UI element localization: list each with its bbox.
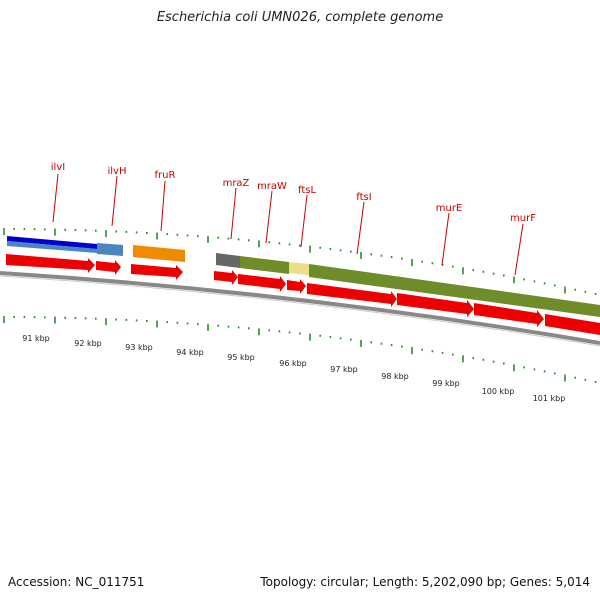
position-label: 99 kbp	[432, 379, 460, 388]
accession-text: Accession: NC_011751	[8, 575, 145, 589]
ilvI-bar-lower[interactable]	[7, 241, 97, 253]
gene-label[interactable]: ftsI	[356, 192, 371, 203]
cds-arrow[interactable]	[287, 279, 306, 294]
gene-label-leaders	[52, 173, 524, 276]
upper-tick-row	[3, 228, 597, 295]
cds-arrow[interactable]	[397, 293, 474, 317]
gene-label[interactable]: ftsL	[298, 185, 316, 196]
fruR-bar[interactable]	[133, 245, 185, 262]
gene-label[interactable]: murE	[436, 203, 463, 214]
position-labels: 91 kbp 92 kbp 93 kbp 94 kbp 95 kbp 96 kb…	[22, 334, 565, 403]
genome-summary-text: Topology: circular; Length: 5,202,090 bp…	[260, 575, 590, 589]
gene-label[interactable]: fruR	[155, 170, 176, 181]
gene-labels: ilvI ilvH fruR mraZ mraW ftsL ftsI murE …	[51, 162, 536, 224]
gene-label[interactable]: ilvI	[51, 162, 65, 173]
feature-bars	[7, 236, 600, 317]
cds-arrow[interactable]	[238, 274, 286, 292]
ftsL-bar[interactable]	[289, 262, 309, 275]
genome-backbone-shadow	[0, 275, 600, 347]
genome-backbone	[0, 271, 600, 345]
cds-arrow[interactable]	[214, 270, 238, 285]
gene-label[interactable]: mraZ	[223, 178, 250, 189]
position-label: 94 kbp	[176, 348, 204, 357]
position-label: 97 kbp	[330, 365, 358, 374]
cds-arrow[interactable]	[96, 260, 121, 275]
position-label: 91 kbp	[22, 334, 50, 343]
map-title: Escherichia coli UMN026, complete genome	[156, 10, 444, 25]
position-label: 100 kbp	[482, 387, 515, 396]
mraZ-bar[interactable]	[216, 253, 240, 268]
lower-tick-row	[3, 316, 597, 383]
operon-bar[interactable]	[309, 264, 600, 317]
cds-arrow[interactable]	[6, 254, 95, 273]
gene-label[interactable]: ilvH	[108, 166, 127, 177]
position-label: 92 kbp	[74, 339, 102, 348]
mraW-bar[interactable]	[240, 256, 289, 274]
ilvH-bar[interactable]	[97, 243, 123, 256]
cds-arrow[interactable]	[307, 283, 397, 307]
ilvI-bar[interactable]	[7, 236, 97, 249]
cds-arrow[interactable]	[545, 314, 600, 335]
position-label: 96 kbp	[279, 359, 307, 368]
position-label: 93 kbp	[125, 343, 153, 352]
gene-label[interactable]: mraW	[257, 181, 287, 192]
cds-arrow[interactable]	[131, 264, 183, 280]
cds-arrow[interactable]	[474, 303, 544, 327]
position-label: 95 kbp	[227, 353, 255, 362]
gene-label[interactable]: murF	[510, 213, 536, 224]
position-label: 98 kbp	[381, 372, 409, 381]
cds-arrows	[6, 254, 600, 335]
position-label: 101 kbp	[533, 394, 566, 403]
